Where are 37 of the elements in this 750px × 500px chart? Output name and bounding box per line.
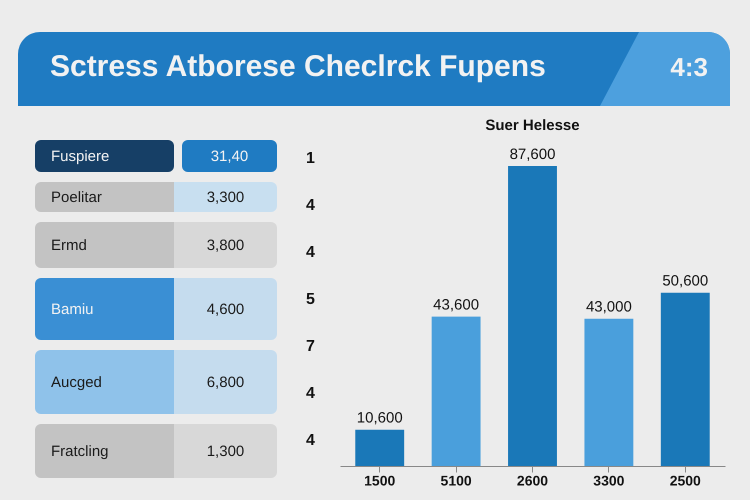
text: 1,300 — [174, 424, 277, 478]
data-label: 43,600 — [433, 296, 480, 314]
text: 5 — [306, 291, 315, 309]
text: 4 — [306, 385, 315, 403]
x-tick-label: 2500 — [670, 472, 702, 488]
bar — [432, 316, 481, 466]
text: Sctress Atborese Checlrck Fupens — [50, 50, 546, 84]
text: Bamiu — [35, 278, 174, 340]
bar — [355, 430, 404, 466]
x-tick-label: 2600 — [516, 472, 548, 488]
bar — [660, 292, 710, 466]
text: 4 — [306, 244, 315, 262]
x-tick-label: 3300 — [593, 472, 625, 488]
bar — [508, 166, 557, 466]
text: 4,600 — [174, 278, 277, 340]
text: 4 — [306, 432, 315, 450]
text: 6,800 — [174, 350, 277, 414]
bar — [584, 318, 634, 466]
text: 4:3 — [670, 52, 708, 83]
text: Aucged — [35, 350, 174, 414]
x-tick-label: 5100 — [440, 472, 472, 488]
x-tick-label: 1500 — [364, 472, 396, 488]
data-label: 43,000 — [586, 298, 632, 316]
text: Fratcling — [35, 424, 174, 478]
data-label: 10,600 — [356, 410, 403, 427]
chart-title: Suer Helesse — [485, 117, 580, 134]
text: Ermd — [35, 222, 174, 268]
text: 3,800 — [174, 222, 277, 268]
text: 31,40 — [182, 140, 277, 172]
data-label: 87,600 — [510, 146, 556, 163]
text: 4 — [306, 197, 315, 215]
text: 1 — [306, 150, 315, 168]
text: Poelitar — [35, 182, 174, 212]
text: Fuspiere — [35, 140, 174, 172]
text: 7 — [306, 338, 315, 356]
text: 3,300 — [174, 182, 277, 212]
data-label: 50,600 — [662, 272, 708, 290]
